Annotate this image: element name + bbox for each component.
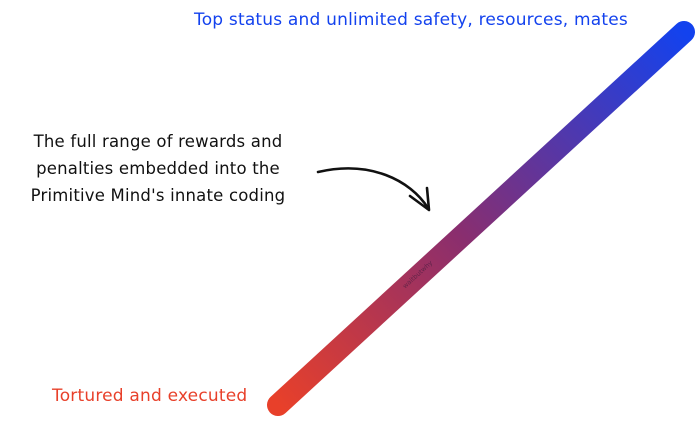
annotation-line-3: Primitive Mind's innate coding xyxy=(30,186,286,205)
annotation-text: The full range of rewards and penalties … xyxy=(10,128,306,209)
annotation-line-1: The full range of rewards and xyxy=(33,132,283,151)
arrow-head-icon xyxy=(408,186,431,212)
range-bar xyxy=(267,21,695,416)
top-label: Top status and unlimited safety, resourc… xyxy=(194,10,628,30)
annotation-arrow xyxy=(316,167,430,210)
annotation-line-2: penalties embedded into the xyxy=(36,159,280,178)
bottom-label: Tortured and executed xyxy=(52,386,248,406)
